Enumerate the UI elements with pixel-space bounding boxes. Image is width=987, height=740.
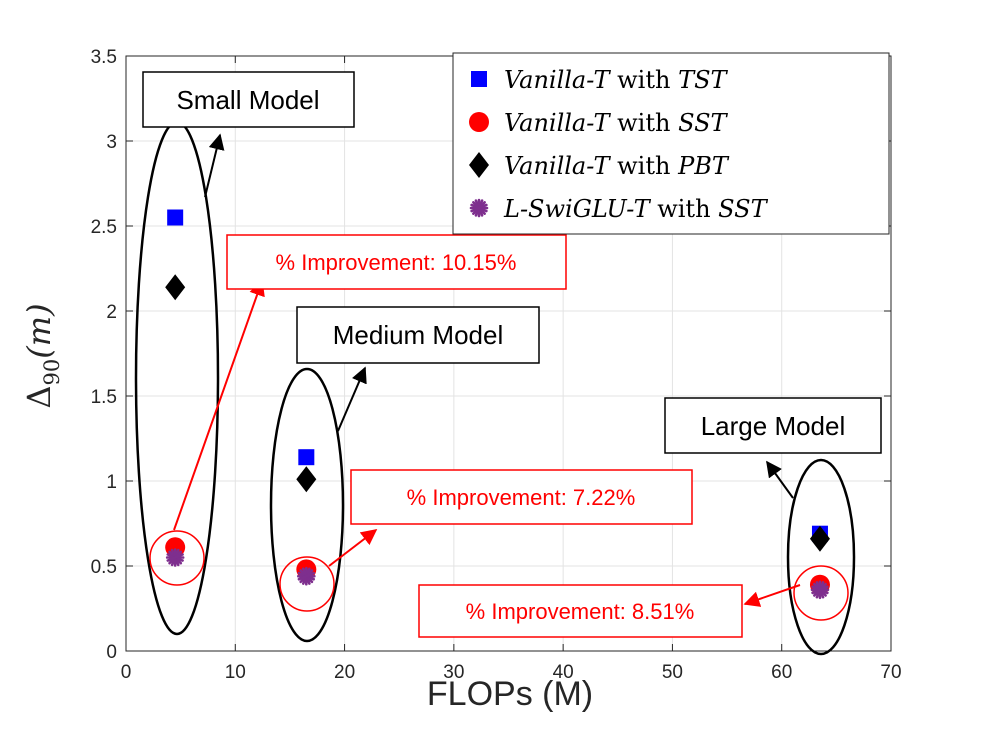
legend-marker-circle <box>469 112 489 132</box>
svg-text:% Improvement: 10.15%: % Improvement: 10.15% <box>276 250 517 275</box>
medium-sst-highlight <box>279 556 335 612</box>
legend-model: Vanilla-T <box>504 109 611 137</box>
y-tick-label: 1 <box>106 472 117 493</box>
x-tick-label: 60 <box>771 662 792 683</box>
medium-model-arrow <box>337 366 367 432</box>
x-tick-label: 50 <box>662 662 683 683</box>
medium-improvement-label: % Improvement: 7.22% <box>350 469 693 525</box>
x-tick-label: 0 <box>121 662 132 683</box>
svg-text:% Improvement: 8.51%: % Improvement: 8.51% <box>466 599 695 624</box>
x-tick-label: 30 <box>443 662 464 683</box>
legend-entry: L-SwiGLU-T with SST <box>469 195 769 223</box>
data-point-diamond <box>296 466 317 493</box>
legend-marker-diamond <box>469 152 489 178</box>
medium-improvement-arrow <box>328 529 378 567</box>
data-points <box>165 209 830 600</box>
svg-text:Medium Model: Medium Model <box>333 320 504 350</box>
data-point-diamond <box>809 525 830 552</box>
legend-method: SST <box>718 195 768 223</box>
data-point-asterisk <box>165 548 185 567</box>
legend-entry: Vanilla-T with PBT <box>469 152 730 180</box>
y-tick-label: 3.5 <box>91 47 117 68</box>
x-tick-label: 40 <box>553 662 574 683</box>
large-improvement-label: % Improvement: 8.51% <box>418 584 743 638</box>
y-tick-label: 1.5 <box>91 387 117 408</box>
large-model-ellipse <box>786 458 856 656</box>
small-model-arrow <box>204 133 225 198</box>
legend-entry: Vanilla-T with TST <box>471 66 729 94</box>
x-tick-label: 70 <box>880 662 901 683</box>
medium-model-label: Medium Model <box>296 306 540 364</box>
legend-model: Vanilla-T <box>504 152 611 180</box>
y-axis-title-arg: (m) <box>20 303 58 358</box>
y-axis-title: Δ90(m) <box>20 303 64 408</box>
y-tick-label: 0.5 <box>91 557 117 578</box>
x-tick-label: 10 <box>225 662 246 683</box>
legend-with: with <box>650 195 719 223</box>
legend-model: Vanilla-T <box>504 66 611 94</box>
data-point-asterisk <box>297 566 316 586</box>
large-improvement-arrow <box>743 584 801 607</box>
small-improvement-label: % Improvement: 10.15% <box>226 234 567 290</box>
svg-text:% Improvement: 7.22%: % Improvement: 7.22% <box>407 485 636 510</box>
legend-with: with <box>610 66 679 94</box>
legend-entry: Vanilla-T with SST <box>469 109 729 137</box>
legend-label: Vanilla-T with PBT <box>504 152 730 180</box>
legend-with: with <box>610 109 679 137</box>
large-model-arrow <box>766 460 794 499</box>
legend-method: TST <box>678 66 728 94</box>
svg-text:Large Model: Large Model <box>701 411 846 441</box>
data-point-diamond <box>165 274 186 301</box>
legend-method: SST <box>678 109 728 137</box>
legend-label: Vanilla-T with SST <box>504 109 729 137</box>
y-tick-label: 0 <box>106 642 117 663</box>
y-axis-title-main: Δ <box>20 385 58 408</box>
small-improvement-arrow <box>173 279 265 531</box>
y-tick-label: 2.5 <box>91 217 117 238</box>
x-tick-label: 20 <box>334 662 355 683</box>
data-point-asterisk <box>810 580 830 600</box>
legend-method: PBT <box>677 152 730 180</box>
large-model-label: Large Model <box>664 397 882 454</box>
legend-model: L-SwiGLU-T <box>503 195 652 223</box>
axis-ticks: 0 10 20 30 40 50 60 70 0 0.5 1 1.5 2 2.5 3 3.5 <box>91 47 902 683</box>
y-axis-title-sub: 90 <box>40 359 64 386</box>
svg-text:Small Model: Small Model <box>176 85 319 115</box>
y-tick-label: 3 <box>106 132 117 153</box>
small-model-label: Small Model <box>142 71 355 128</box>
legend-marker-asterisk <box>469 198 489 218</box>
data-point-square <box>298 449 315 466</box>
data-point-square <box>167 209 184 226</box>
legend-with: with <box>610 152 679 180</box>
small-sst-highlight <box>149 530 205 586</box>
medium-model-ellipse <box>269 367 345 643</box>
y-tick-label: 2 <box>106 302 117 323</box>
legend-marker-square <box>471 71 487 87</box>
legend-label: Vanilla-T with TST <box>504 66 729 94</box>
large-sst-highlight <box>793 565 849 621</box>
legend-label: L-SwiGLU-T with SST <box>503 195 769 223</box>
x-axis-title: FLOPs (M) <box>427 675 593 713</box>
